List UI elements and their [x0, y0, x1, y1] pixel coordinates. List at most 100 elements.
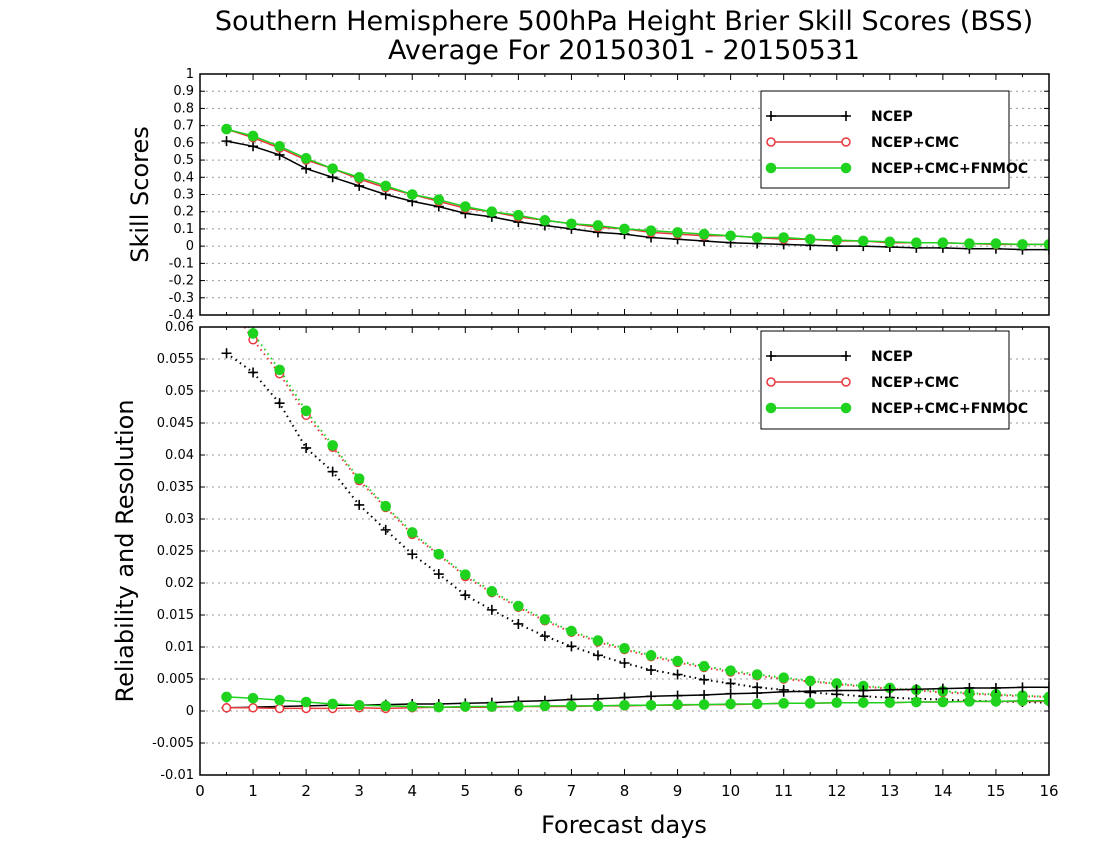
x-tick-label: 10 [721, 782, 740, 800]
panel-2-series-ncep-resolution-point [248, 367, 259, 378]
panel-1-y-axis-title: Skill Scores [126, 126, 154, 263]
panel-2-series-ncep-reliability-point [725, 688, 736, 699]
panel-1-series-ncep-cmc-fnmoc-point [433, 194, 445, 205]
x-axis-title: Forecast days [541, 811, 707, 839]
panel-1-legend-box [760, 90, 1010, 189]
panel-2-series-ncep-cmc-fnmoc-resolution-point [566, 625, 577, 637]
panel-2-series-ncep-resolution-point [699, 674, 710, 685]
panel-1-series-ncep-cmc-fnmoc-point [725, 230, 736, 242]
panel-2-series-ncep-reliability-point [911, 684, 922, 695]
panel-1-series-ncep-cmc-fnmoc-point [592, 220, 604, 231]
panel-1-y-tick-label: 0.8 [173, 101, 194, 116]
panel-2-series-ncep-cmc-fnmoc-reliability-point [831, 697, 843, 708]
x-tick-label: 14 [933, 782, 952, 800]
panel-2-series-ncep-cmc-fnmoc-resolution-point [751, 669, 763, 680]
panel-2-frame [199, 326, 1050, 776]
panel-2-series-ncep-reliability-point [937, 683, 948, 694]
panel-2-series-ncep-resolution-point [460, 590, 471, 601]
panel-2-series-ncep-cmc-reliability-point [248, 703, 258, 713]
panel-2-y-tick-label: 0.035 [157, 480, 194, 495]
panel-2-series-ncep-cmc-fnmoc-resolution-point [513, 600, 524, 612]
panel-2-y-tick-label: 0.025 [157, 544, 194, 559]
panel-2-series-ncep-reliability-point [1044, 682, 1049, 693]
x-tick-label: 1 [248, 782, 258, 800]
panel-2-y-tick-label: 0.045 [157, 416, 194, 431]
panel-2-series-ncep-cmc-reliability-point [274, 703, 285, 714]
panel-1-y-tick-label: 0.7 [173, 119, 194, 134]
panel-1-legend-label: NCEP+CMC+FNMOC [871, 161, 1028, 177]
panel-2-y-axis-title: Reliability and Resolution [111, 399, 139, 702]
panel-2-series-ncep-resolution-point [327, 466, 338, 477]
panel-2-series-ncep-reliability-point [752, 688, 763, 699]
panel-2-y-tick-label: -0.005 [152, 736, 194, 751]
x-tick-label: 4 [407, 782, 417, 800]
panel-2-legend-marker [840, 402, 852, 414]
x-tick-label: 7 [567, 782, 577, 800]
panel-2-series-ncep-cmc-fnmoc-resolution-point [778, 672, 789, 684]
panel-2-y-tick-label: 0.01 [165, 640, 194, 655]
panel-2-legend-marker [766, 377, 776, 387]
panel-1-y-tick-label: -0.2 [169, 274, 194, 289]
panel-2-series-ncep-cmc-fnmoc-reliability-point [460, 701, 471, 712]
x-tick-label: 0 [195, 782, 205, 800]
panel-2-series-ncep-cmc-fnmoc-resolution-point [539, 614, 551, 625]
panel-1-y-tick-label: 0.5 [173, 153, 194, 168]
panel-2-series-ncep-cmc-fnmoc-resolution-point [725, 665, 736, 676]
panel-1-series-ncep-cmc-fnmoc-point [778, 232, 789, 243]
panel-2-series-ncep-reliability-point [805, 686, 816, 697]
panel-1-series-ncep-cmc-fnmoc-point [619, 223, 630, 235]
panel-2-series-ncep-cmc-fnmoc-reliability-point [857, 697, 869, 708]
panel-2-series-ncep-reliability-point [672, 690, 683, 701]
panel-2-series-ncep-cmc-fnmoc-resolution-point [698, 660, 710, 672]
panel-1-series-ncep-cmc-fnmoc-point [566, 218, 577, 230]
panel-1-series-ncep-point [1044, 244, 1049, 255]
panel-2-series-ncep-cmc-fnmoc-reliability-point [247, 692, 259, 704]
panel-2-series-ncep-cmc-fnmoc-reliability-point [619, 699, 630, 711]
panel-1-series-ncep-cmc-fnmoc-point [406, 189, 418, 200]
panel-1-series-ncep-point [301, 163, 312, 174]
panel-1-series-ncep-cmc-fnmoc-point [937, 237, 949, 248]
panel-1-legend-marker [766, 137, 776, 147]
panel-2-series-ncep-reliability-point [778, 686, 789, 697]
panel-2-series-ncep-cmc-fnmoc-reliability-point [406, 701, 418, 712]
panel-2-series-ncep-cmc-fnmoc-reliability-point [884, 697, 896, 708]
panel-1-series-ncep-point [221, 136, 232, 147]
panel-1-series-ncep-cmc-fnmoc-point [804, 233, 816, 245]
panel-2-series-ncep-cmc-fnmoc-reliability-point [1017, 695, 1028, 707]
panel-1-series-ncep-cmc-fnmoc-point [751, 232, 763, 243]
panel-1-series-ncep-point [248, 141, 259, 152]
panel-2-series-ncep-cmc-resolution-point [223, 295, 231, 303]
panel-1-y-tick-label: 1 [186, 67, 194, 82]
panel-1: -0.4 -0.3 -0.2 -0.1 0 0.1 0.2 0.3 0.4 0.5 0.6 0.7 0.… [126, 67, 1050, 323]
panel-2-series-ncep-resolution-point [274, 398, 285, 409]
panel-1-series-ncep-cmc-fnmoc-point [672, 227, 683, 238]
panel-1-legend-marker [840, 162, 852, 174]
x-tick-label: 6 [514, 782, 524, 800]
panel-1-y-tick-label: 0.3 [173, 188, 194, 203]
x-tick-label: 3 [354, 782, 364, 800]
panel-2-series-ncep-cmc-fnmoc-reliability-point [725, 698, 736, 710]
panel-2-series-ncep-cmc-fnmoc-resolution-point [645, 650, 657, 661]
panel-2-series-ncep-cmc-fnmoc-reliability-point [698, 699, 710, 710]
panel-1-y-tick-label: 0.2 [173, 205, 194, 220]
panel-2-series-ncep-resolution-point [301, 442, 312, 453]
panel-1-series-ncep-cmc-fnmoc-point [486, 206, 498, 218]
panel-2-series-ncep-resolution-point [566, 641, 577, 652]
panel-2-series-ncep-cmc-fnmoc-reliability-point [539, 700, 551, 712]
panel-1-legend: NCEP NCEP+CMC NCEP+CMC+FNMOC [760, 90, 1028, 189]
panel-2-series-ncep-cmc-fnmoc-resolution-point [300, 405, 312, 417]
panel-1-series-ncep-cmc-fnmoc-point [513, 209, 524, 221]
panel-2-series-ncep-cmc-fnmoc-reliability-point [433, 701, 445, 713]
panel-1-series-ncep-cmc-fnmoc-point [539, 215, 551, 226]
panel-2-y-tick-label: 0.005 [157, 672, 194, 687]
panel-1-series-ncep-cmc-fnmoc-point [884, 236, 896, 248]
panel-2-y-tick-label: 0 [186, 704, 194, 719]
panel-2-series-ncep-cmc-reliability-point [221, 703, 232, 713]
panel-2-series-ncep-cmc-fnmoc-resolution-point [619, 642, 630, 654]
panel-2-series-ncep-resolution-point [433, 569, 444, 580]
panel-2-legend-label: NCEP+CMC [871, 375, 959, 391]
panel-1-series-ncep-cmc-fnmoc-point [460, 201, 471, 212]
panel-2-series-ncep-reliability-point [646, 691, 657, 702]
panel-2-series-ncep-cmc-fnmoc-reliability-point [327, 698, 338, 710]
